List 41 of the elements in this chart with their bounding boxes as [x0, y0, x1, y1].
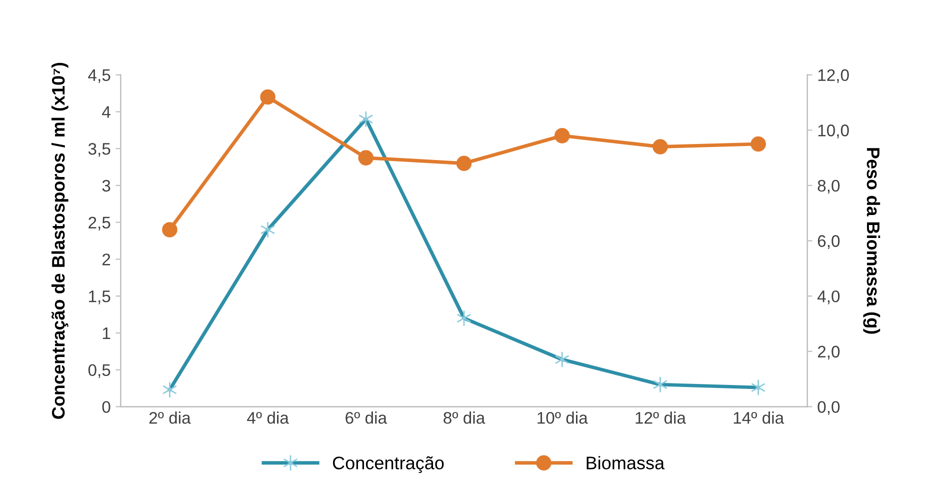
x-tick-label: 2º dia: [149, 412, 191, 424]
point: [162, 381, 177, 398]
y2-axis-title: Peso da Biomassa (g): [863, 148, 880, 334]
point: [554, 128, 570, 144]
y-tick-label: 1: [102, 328, 110, 339]
y-tick-label: 2: [102, 254, 110, 266]
y-axis-title: Concentração de Blastosporos / ml (x10⁷): [51, 62, 68, 419]
x-tick-label: 4º dia: [247, 412, 289, 424]
point: [554, 351, 570, 368]
point: [456, 156, 472, 171]
y2-tick-label: 4,0: [817, 290, 840, 304]
point: [162, 222, 178, 238]
point: [652, 139, 668, 154]
x-tick-label: 8º dia: [444, 412, 486, 424]
legend-label: Biomassa: [586, 456, 665, 470]
y2-tick-label: 2,0: [818, 346, 840, 360]
y2-tick-label: 12,0: [818, 69, 849, 84]
point: [750, 136, 766, 152]
y-tick-label: 4,5: [88, 69, 110, 84]
point: [652, 376, 668, 393]
x-tick-label: 10º dia: [538, 412, 588, 424]
legend-label: Concentração: [332, 456, 444, 474]
point: [260, 221, 276, 238]
point: [358, 110, 374, 128]
y-tick-label: 3: [102, 180, 110, 192]
y-tick-label: 3,5: [88, 142, 110, 157]
y2-tick-label: 6,0: [818, 235, 840, 249]
x-tick-label: 12º dia: [636, 412, 686, 424]
y2-tick-label: 10,0: [818, 124, 849, 138]
y-tick-label: 0,5: [88, 364, 110, 378]
y-tick-label: 1,5: [89, 290, 110, 304]
x-tick-label: 6º dia: [346, 412, 388, 424]
point: [260, 89, 276, 105]
y-tick-label: 2,5: [88, 216, 110, 231]
y-tick-label: 4: [102, 106, 110, 118]
y2-tick-label: 8,0: [818, 180, 840, 194]
y2-tick-label: 0,0: [818, 401, 840, 415]
point: [751, 379, 766, 396]
x-tick-label: 14º dia: [734, 412, 784, 424]
point: [358, 150, 374, 166]
y-tick-label: 0: [102, 401, 110, 413]
